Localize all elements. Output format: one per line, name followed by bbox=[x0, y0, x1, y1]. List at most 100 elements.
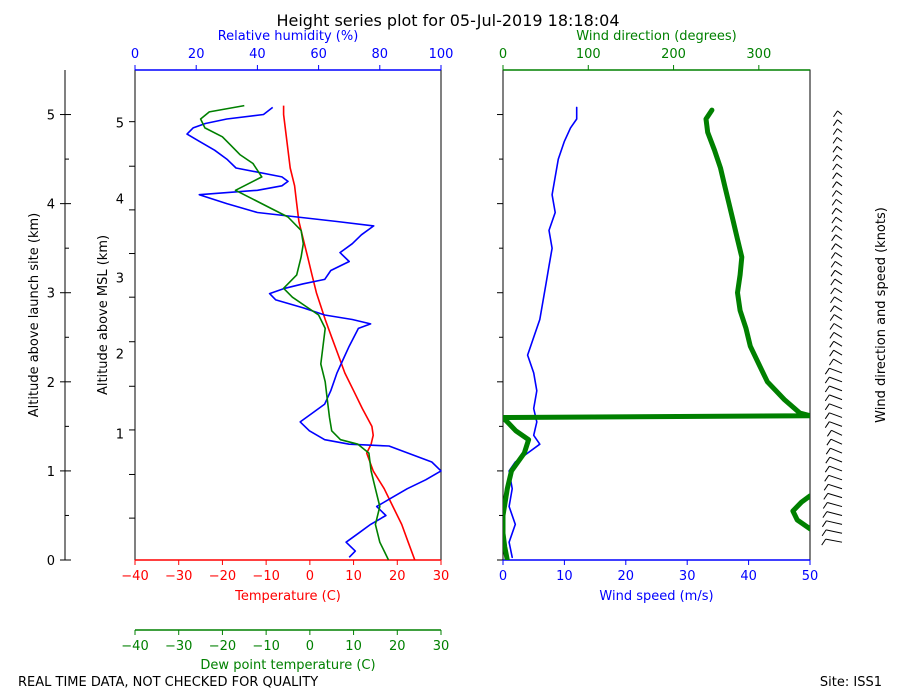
wind-barb-shaft bbox=[835, 243, 843, 249]
temperature-tick-label: 10 bbox=[345, 569, 362, 584]
wind-barb-flag bbox=[824, 367, 830, 375]
wind-barb-shaft bbox=[836, 154, 843, 160]
wind-barb-flag bbox=[831, 216, 837, 224]
wind-barb-shaft bbox=[835, 207, 843, 213]
dewpoint-tick-label: 20 bbox=[389, 639, 406, 654]
relative-humidity-line bbox=[186, 106, 442, 558]
wind-speed-tick-label: 50 bbox=[802, 569, 819, 584]
temperature-tick-label: 30 bbox=[433, 569, 450, 584]
wind-barb-flag bbox=[825, 447, 831, 455]
temperature-tick-label: 0 bbox=[306, 569, 314, 584]
dewpoint-tick-label: 30 bbox=[433, 639, 450, 654]
wind-barb-flag bbox=[832, 163, 838, 171]
plot-layer: 0 1 2 3 4 5 Altitude above launch site (km) 1 2 3… bbox=[27, 29, 889, 673]
wind-barb-flag bbox=[824, 475, 830, 482]
altitude-tick-label: 4 bbox=[47, 198, 55, 213]
wind-direction-tick-label: 300 bbox=[746, 47, 771, 62]
rh-tick-label: 100 bbox=[429, 47, 454, 62]
wind-direction-line bbox=[503, 107, 810, 560]
wind-barb-flag bbox=[824, 465, 830, 473]
wind-barb-shaft bbox=[836, 190, 843, 196]
wind-barb-shaft bbox=[836, 172, 843, 178]
wind-speed-tick-label: 30 bbox=[679, 569, 696, 584]
wind-barb-flag bbox=[830, 296, 835, 304]
wind-barb-shaft bbox=[836, 163, 843, 169]
wind-barb-flag bbox=[832, 181, 837, 188]
wind-barb-flag bbox=[821, 538, 827, 546]
wind-barb-flag bbox=[824, 385, 830, 393]
wind-direction-tick-label: 0 bbox=[499, 47, 507, 62]
wind-barb-flag bbox=[831, 243, 836, 250]
msl-tick-label: 1 bbox=[116, 427, 124, 442]
wind-barb-shaft bbox=[835, 234, 843, 240]
wind-barb-flag bbox=[831, 234, 837, 242]
wind-direction-axis-title: Wind direction (degrees) bbox=[576, 29, 736, 44]
msl-tick-label: 3 bbox=[116, 272, 124, 287]
wind-barb-shaft bbox=[828, 483, 843, 490]
wind-barb-shaft bbox=[835, 252, 843, 258]
wind-barb-shaft bbox=[825, 529, 843, 534]
msl-tick-label: 5 bbox=[116, 117, 124, 132]
temperature-line bbox=[282, 105, 416, 561]
wind-barb-shaft bbox=[829, 421, 843, 427]
temperature-tick-label: −20 bbox=[209, 569, 236, 584]
wind-barb-shaft bbox=[834, 296, 843, 303]
wind-barb-flag bbox=[826, 430, 832, 437]
msl-tick-label: 2 bbox=[116, 347, 124, 362]
wind-barb-shaft bbox=[829, 367, 843, 374]
wind-barb-axis-title: Wind direction and speed (knots) bbox=[874, 207, 889, 423]
wind-barb-flag bbox=[824, 412, 830, 420]
wind-barb-flag bbox=[822, 511, 828, 518]
wind-barb-shaft bbox=[825, 538, 843, 543]
footer-site: Site: ISS1 bbox=[820, 675, 882, 690]
wind-barb-flag bbox=[829, 305, 835, 313]
wind-barb-shaft bbox=[834, 260, 843, 267]
altitude-agl-axis-title: Altitude above launch site (km) bbox=[27, 213, 42, 417]
wind-barb-shaft bbox=[836, 128, 843, 133]
wind-barb-flag bbox=[832, 146, 838, 153]
wind-barb-shaft bbox=[829, 394, 843, 401]
wind-barb-shaft bbox=[833, 323, 843, 329]
wind-barb-flag bbox=[832, 128, 838, 135]
wind-barb-shaft bbox=[827, 502, 843, 508]
wind-barb-shaft bbox=[835, 216, 843, 222]
wind-barb-shaft bbox=[834, 287, 843, 294]
rh-tick-label: 20 bbox=[188, 47, 205, 62]
wind-barb-flag bbox=[832, 172, 838, 180]
wind-barb-shaft bbox=[829, 385, 843, 392]
rh-tick-label: 60 bbox=[310, 47, 327, 62]
wind-barb-flag bbox=[823, 484, 829, 491]
wind-barb-shaft bbox=[828, 474, 843, 481]
wind-barb-shaft bbox=[833, 314, 843, 320]
temperature-tick-label: −10 bbox=[252, 569, 279, 584]
wind-barb-shaft bbox=[833, 331, 843, 338]
wind-barb-flag bbox=[832, 119, 838, 127]
altitude-tick-label: 3 bbox=[47, 287, 55, 302]
wind-barb-flag bbox=[830, 252, 836, 259]
dewpoint-axis-title: Dew point temperature (C) bbox=[200, 658, 375, 673]
wind-barb-flag bbox=[833, 110, 838, 118]
wind-barb-shaft bbox=[830, 438, 843, 445]
wind-speed-tick-label: 40 bbox=[740, 569, 757, 584]
wind-barb-flag bbox=[825, 456, 831, 464]
wind-barb-shaft bbox=[830, 447, 843, 454]
wind-barb-flag bbox=[829, 341, 835, 348]
wind-barb-shaft bbox=[837, 110, 843, 115]
wind-barb-flag bbox=[824, 394, 830, 402]
temperature-tick-label: 20 bbox=[389, 569, 406, 584]
wind-barb-flag bbox=[831, 190, 837, 197]
wind-speed-tick-label: 10 bbox=[556, 569, 573, 584]
wind-direction-tick-label: 100 bbox=[576, 47, 601, 62]
wind-direction-low-line bbox=[790, 493, 810, 532]
wind-barb-flag bbox=[830, 261, 836, 268]
altitude-tick-label: 1 bbox=[47, 465, 55, 480]
altitude-tick-label: 0 bbox=[47, 554, 55, 569]
chart-title: Height series plot for 05-Jul-2019 18:18… bbox=[276, 11, 619, 30]
dewpoint-tick-label: −10 bbox=[252, 639, 279, 654]
wind-direction-tick-label: 200 bbox=[661, 47, 686, 62]
wind-barb-shaft bbox=[834, 278, 843, 285]
wind-barb-shaft bbox=[836, 181, 843, 187]
thermo-panel-frame bbox=[134, 69, 442, 561]
wind-barb-flag bbox=[830, 270, 836, 277]
